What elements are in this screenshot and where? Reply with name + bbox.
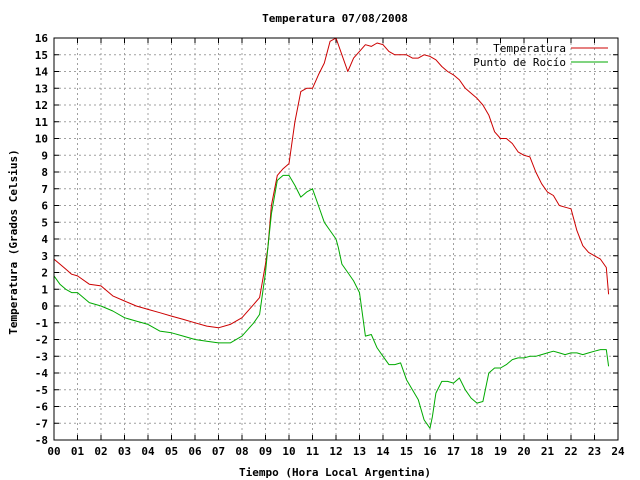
y-tick-label: 4 [41, 233, 48, 246]
y-tick-label: 15 [35, 49, 48, 62]
x-tick-label: 04 [141, 445, 155, 458]
x-tick-label: 17 [447, 445, 460, 458]
x-tick-label: 10 [282, 445, 295, 458]
y-tick-label: -2 [35, 334, 48, 347]
y-tick-label: 0 [41, 300, 48, 313]
y-tick-label: 1 [41, 283, 48, 296]
x-tick-label: 03 [118, 445, 131, 458]
y-tick-label: 2 [41, 267, 48, 280]
y-tick-label: 3 [41, 250, 48, 263]
y-tick-label: 9 [41, 149, 48, 162]
x-tick-label: 12 [329, 445, 342, 458]
x-tick-label: 09 [259, 445, 272, 458]
y-tick-label: -7 [35, 417, 48, 430]
y-tick-label: 12 [35, 99, 48, 112]
y-axis-label: Temperatura (Grados Celsius) [7, 149, 20, 334]
x-tick-label: 01 [71, 445, 85, 458]
plot-frame [53, 37, 619, 441]
legend-label: Punto de Rocío [473, 56, 566, 69]
x-tick-label: 02 [94, 445, 107, 458]
x-tick-label: 15 [400, 445, 413, 458]
series-line-temperatura [53, 37, 610, 329]
y-tick-label: -1 [35, 317, 49, 330]
y-tick-label: 6 [41, 200, 48, 213]
x-tick-label: 08 [235, 445, 248, 458]
y-tick-label: 10 [35, 133, 48, 146]
y-tick-label: -3 [35, 350, 48, 363]
chart-title: Temperatura 07/08/2008 [262, 12, 408, 25]
x-tick-label: 00 [47, 445, 60, 458]
y-tick-label: -8 [35, 434, 48, 447]
x-tick-label: 24 [611, 445, 625, 458]
x-tick-label: 20 [517, 445, 530, 458]
x-tick-label: 21 [541, 445, 555, 458]
y-tick-label: 13 [35, 82, 48, 95]
x-tick-label: 07 [212, 445, 225, 458]
series-lines [53, 37, 610, 429]
x-tick-label: 14 [376, 445, 390, 458]
y-tick-label: -4 [35, 367, 49, 380]
y-tick-label: 16 [35, 32, 49, 45]
x-tick-label: 05 [165, 445, 178, 458]
x-tick-label: 06 [188, 445, 202, 458]
series-line-punto-de-rocio [53, 174, 610, 429]
x-tick-label: 19 [494, 445, 507, 458]
y-tick-label: 8 [41, 166, 48, 179]
legend-label: Temperatura [493, 42, 566, 55]
x-tick-label: 22 [564, 445, 577, 458]
x-tick-label: 13 [353, 445, 366, 458]
x-tick-label: 23 [588, 445, 601, 458]
y-tick-label: 7 [41, 183, 48, 196]
x-tick-label: 16 [423, 445, 437, 458]
y-tick-label: 5 [41, 216, 48, 229]
grid [54, 38, 618, 440]
y-tick-label: 14 [35, 66, 49, 79]
x-tick-label: 18 [470, 445, 483, 458]
x-tick-label: 11 [306, 445, 320, 458]
y-tick-label: -6 [35, 401, 49, 414]
axis-ticks: 00 01 02 03 04 05 06 07 08 09 10 11 12 13 14 15 16 17 18 19… [35, 32, 625, 458]
y-tick-label: 11 [35, 116, 49, 129]
y-tick-label: -5 [35, 384, 48, 397]
x-axis-label: Tiempo (Hora Local Argentina) [239, 466, 431, 479]
